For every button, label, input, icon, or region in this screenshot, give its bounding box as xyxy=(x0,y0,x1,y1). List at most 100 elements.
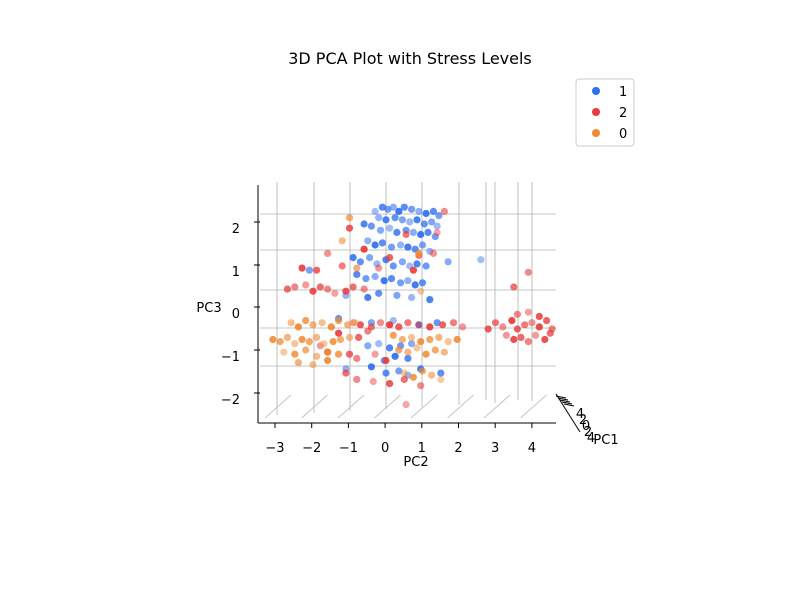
data-point-stress-0 xyxy=(428,371,436,379)
data-point-stress-0 xyxy=(417,338,425,346)
data-point-stress-0 xyxy=(291,340,299,348)
data-point-stress-1 xyxy=(389,262,397,270)
data-point-stress-2 xyxy=(402,401,410,409)
data-point-stress-0 xyxy=(431,346,439,354)
data-point-stress-0 xyxy=(426,335,434,344)
data-point-stress-2 xyxy=(532,331,540,339)
legend-label-2: 2 xyxy=(619,106,627,121)
data-point-stress-1 xyxy=(398,216,406,224)
data-point-stress-1 xyxy=(422,262,430,270)
data-point-stress-1 xyxy=(393,228,401,236)
grid-line-floor xyxy=(301,394,328,419)
data-point-stress-1 xyxy=(387,275,396,283)
data-point-stress-0 xyxy=(437,375,445,383)
data-point-stress-2 xyxy=(517,333,525,341)
data-point-stress-1 xyxy=(424,228,432,236)
data-point-stress-0 xyxy=(302,317,310,325)
data-point-stress-0 xyxy=(329,338,337,346)
data-point-stress-1 xyxy=(362,275,370,283)
data-point-stress-0 xyxy=(404,348,412,356)
data-point-stress-2 xyxy=(459,323,467,331)
data-point-stress-2 xyxy=(349,283,357,291)
data-point-stress-2 xyxy=(524,338,533,346)
data-point-stress-2 xyxy=(433,228,441,236)
data-point-stress-0 xyxy=(291,350,299,358)
data-point-stress-1 xyxy=(404,243,412,251)
pc1-tick-label: 4 xyxy=(587,431,595,446)
legend-label-0: 0 xyxy=(619,127,627,142)
data-point-stress-0 xyxy=(305,338,313,346)
data-point-stress-2 xyxy=(502,331,510,339)
data-point-stress-1 xyxy=(397,241,405,249)
data-point-stress-1 xyxy=(426,296,434,304)
data-point-stress-0 xyxy=(287,319,295,327)
pc3-tick-label: 0 xyxy=(232,307,240,322)
data-point-stress-2 xyxy=(369,377,377,386)
data-point-stress-1 xyxy=(371,241,379,249)
data-point-stress-2 xyxy=(356,321,364,329)
data-point-stress-0 xyxy=(320,340,328,348)
data-point-stress-0 xyxy=(309,321,317,329)
data-point-stress-2 xyxy=(345,224,354,232)
pc2-tick-label: −1 xyxy=(339,441,358,456)
data-point-stress-2 xyxy=(298,264,306,272)
grid-line-floor xyxy=(410,394,438,419)
data-point-stress-2 xyxy=(291,283,299,291)
pc2-tick-label: 0 xyxy=(381,441,389,456)
data-point-stress-0 xyxy=(353,264,361,272)
data-point-stress-1 xyxy=(395,207,403,215)
data-point-stress-1 xyxy=(378,239,386,247)
data-point-stress-0 xyxy=(413,344,421,352)
data-point-stress-2 xyxy=(313,266,321,274)
data-point-stress-1 xyxy=(364,237,372,245)
data-point-stress-0 xyxy=(294,323,302,331)
data-point-stress-0 xyxy=(409,373,417,381)
data-point-stress-2 xyxy=(521,321,529,329)
data-point-stress-2 xyxy=(376,319,385,327)
data-point-stress-2 xyxy=(355,333,363,341)
data-point-stress-1 xyxy=(371,207,379,215)
data-point-stress-1 xyxy=(375,289,383,297)
legend: 1 2 0 xyxy=(575,78,635,147)
data-point-stress-1 xyxy=(400,203,408,211)
pc2-tick-label: 4 xyxy=(528,441,536,456)
data-point-stress-0 xyxy=(415,249,423,257)
data-point-stress-2 xyxy=(382,356,390,365)
pc2-tick-labels: −3 −2 −1 0 1 2 3 4 xyxy=(265,441,536,456)
data-point-stress-2 xyxy=(302,281,310,289)
data-point-stress-1 xyxy=(433,222,441,230)
data-point-stress-1 xyxy=(409,228,417,236)
pc2-tick-label: 3 xyxy=(491,441,499,456)
data-point-stress-1 xyxy=(477,256,485,264)
grid-line-floor xyxy=(264,394,292,419)
data-point-stress-0 xyxy=(324,356,332,365)
data-point-stress-2 xyxy=(541,335,549,344)
data-point-stress-1 xyxy=(408,293,416,302)
data-point-stress-1 xyxy=(422,209,430,218)
data-point-stress-0 xyxy=(324,348,332,356)
data-point-stress-0 xyxy=(345,214,354,222)
data-point-stress-1 xyxy=(371,272,379,281)
pc3-axis-label: PC3 xyxy=(196,301,221,316)
pc1-axis-label: PC1 xyxy=(593,433,618,448)
grid-line-floor xyxy=(374,394,401,419)
grid-line-floor xyxy=(520,394,547,419)
data-point-stress-0 xyxy=(344,321,352,329)
data-point-stress-1 xyxy=(367,363,375,371)
data-point-stress-2 xyxy=(402,230,410,239)
data-point-stress-2 xyxy=(335,329,343,337)
data-point-stress-2 xyxy=(386,254,394,262)
data-point-stress-0 xyxy=(338,237,346,245)
data-point-stress-1 xyxy=(386,224,394,232)
data-point-stress-0 xyxy=(313,352,321,360)
pc2-tick-label: −2 xyxy=(302,441,321,456)
data-point-stress-2 xyxy=(353,375,361,383)
data-point-stress-2 xyxy=(510,335,518,344)
data-point-stress-2 xyxy=(415,321,423,329)
data-point-stress-2 xyxy=(371,350,379,358)
data-points xyxy=(269,203,556,409)
data-point-stress-1 xyxy=(389,203,397,211)
data-point-stress-0 xyxy=(302,346,310,354)
pc3-tick-labels: 2 1 0 −1 −2 xyxy=(221,222,240,408)
